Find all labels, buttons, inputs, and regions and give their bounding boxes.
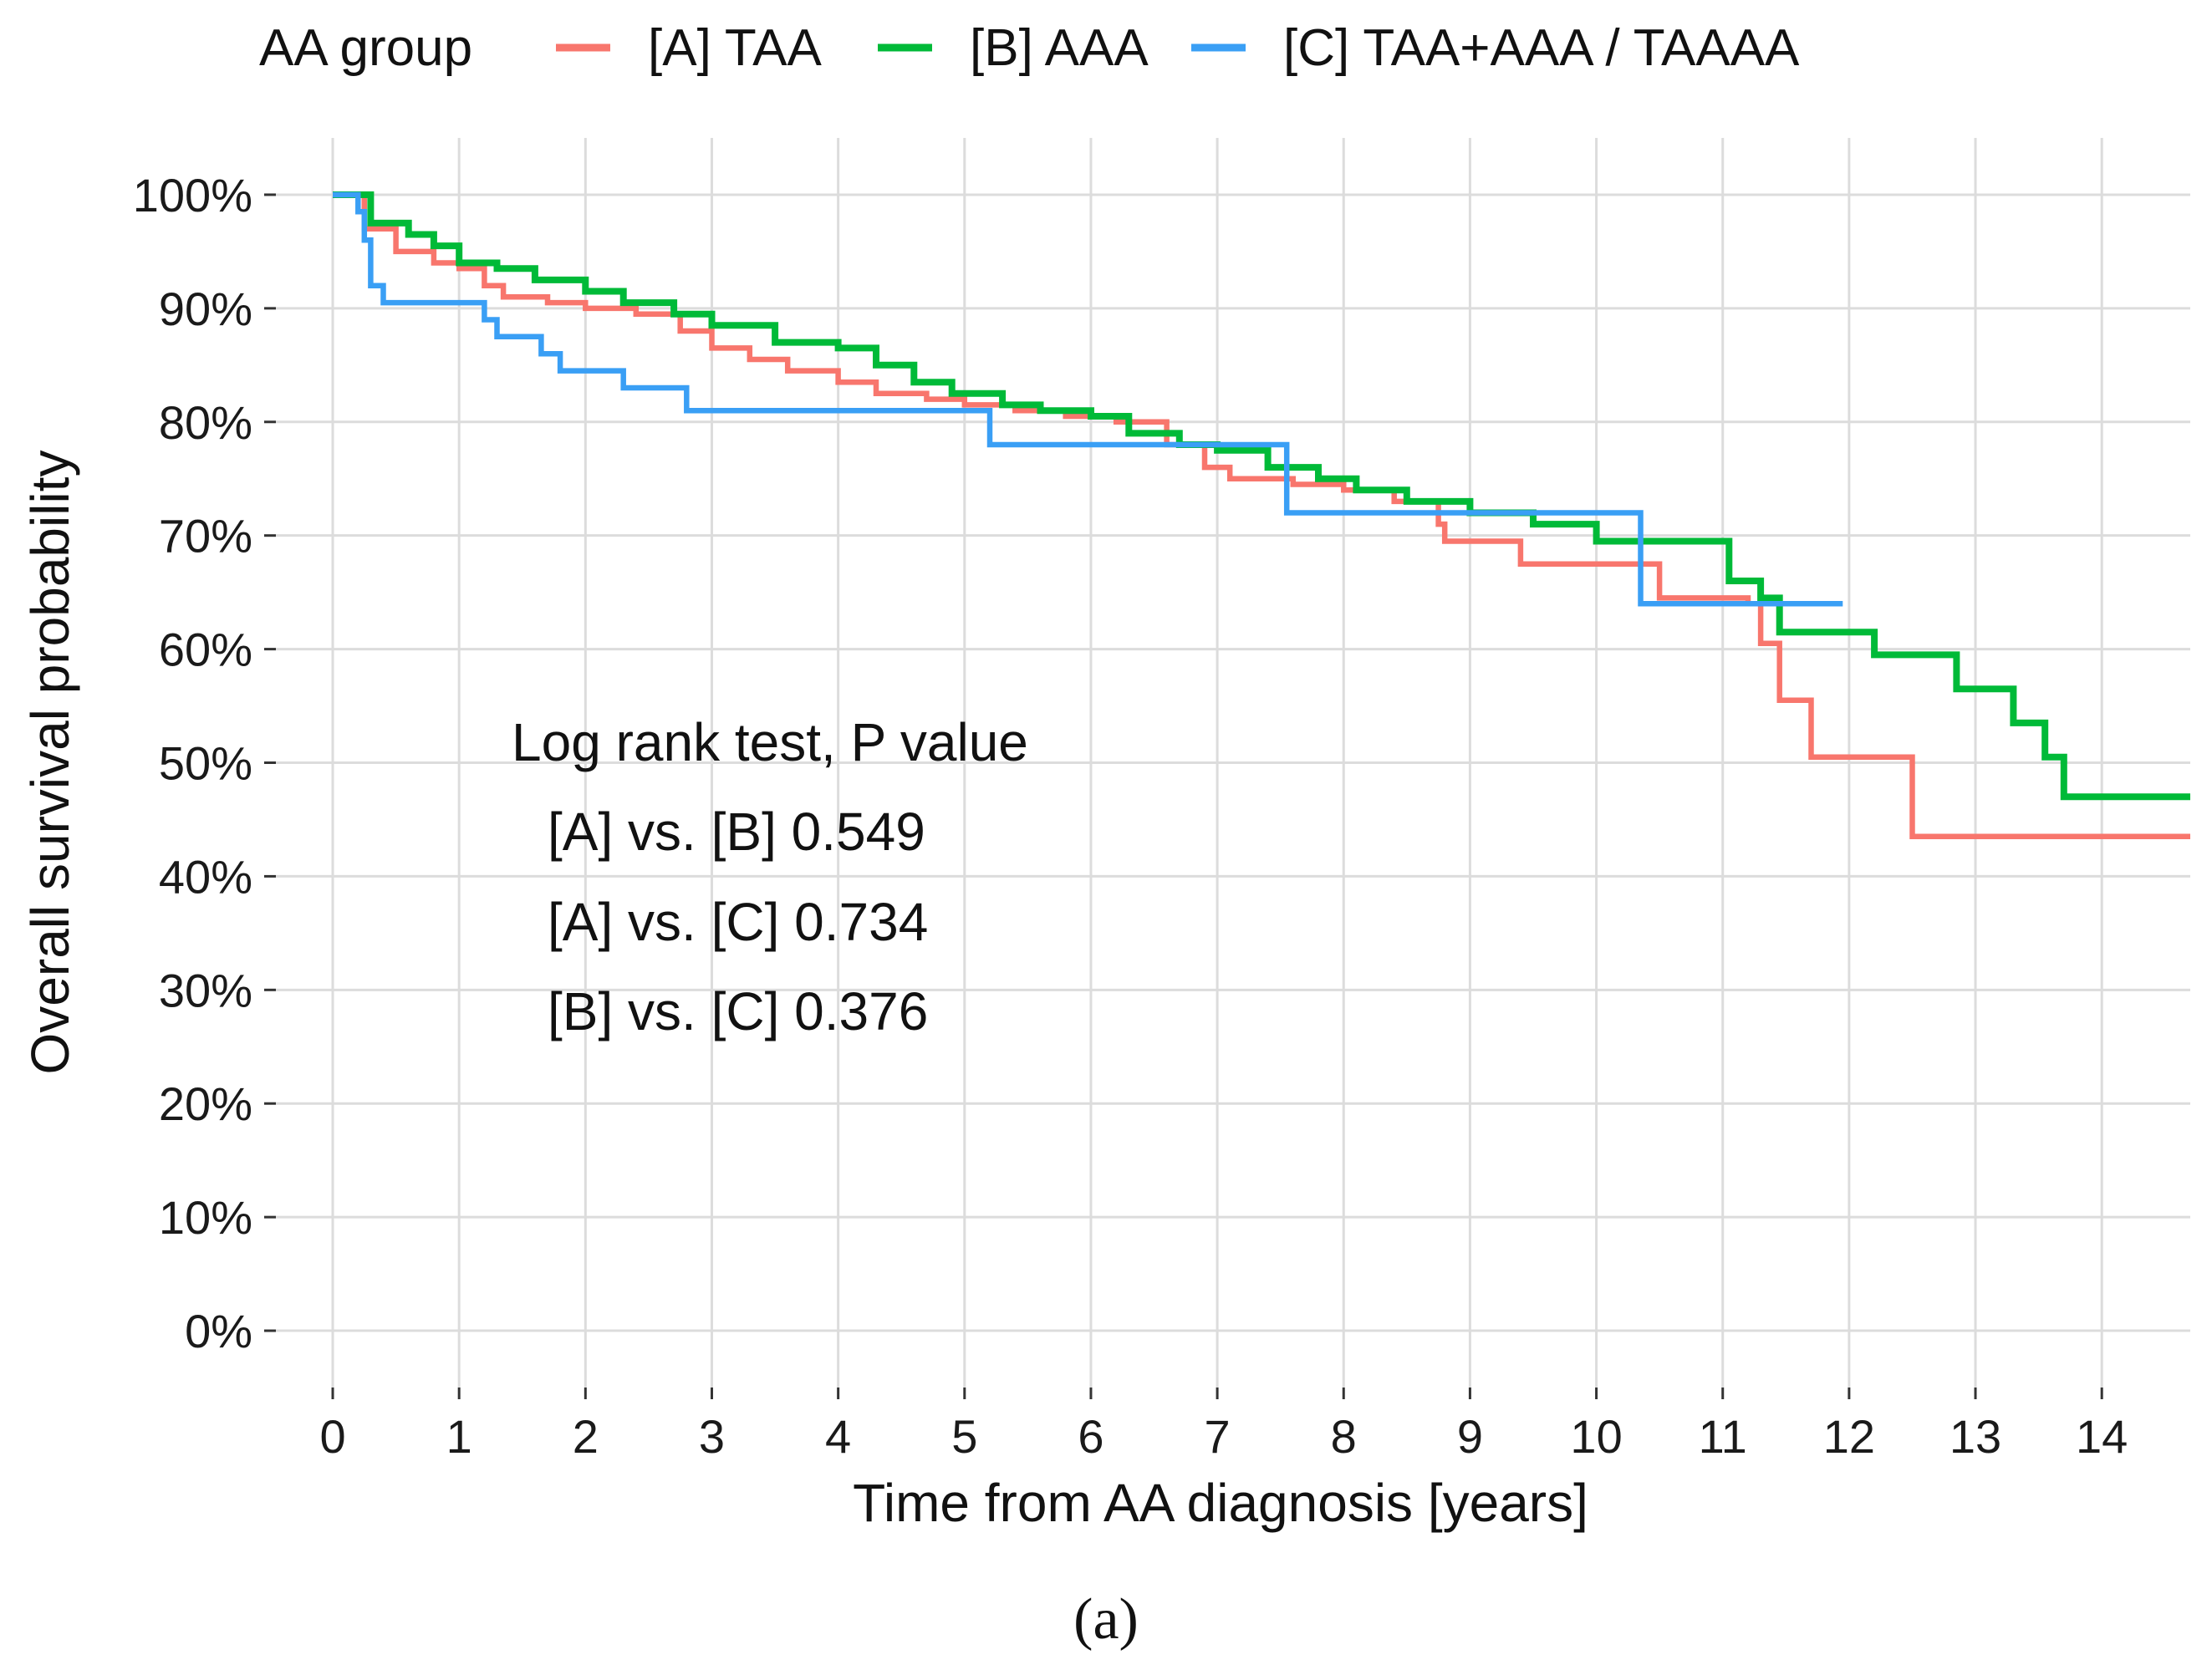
y-tick-label: 60% — [159, 624, 252, 676]
y-tick-label: 70% — [159, 510, 252, 563]
x-tick-label: 9 — [1457, 1410, 1483, 1463]
axis-ticks: 0%10%20%30%40%50%60%70%80%90%100%0 1 2 3 4 5 6… — [133, 169, 2128, 1463]
annotation-b-vs-c: [B] vs. [C] 0.376 — [548, 981, 928, 1041]
x-tick-label: 1 — [446, 1410, 472, 1463]
legend-title: AA group — [259, 19, 472, 77]
y-tick-label: 20% — [159, 1077, 252, 1130]
x-tick-label: 6 — [1078, 1410, 1103, 1463]
x-tick-label: 2 — [573, 1410, 599, 1463]
log-rank-annotation: Log rank test, P value [A] vs. [B] 0.549… — [512, 712, 1028, 1041]
x-tick-label: 8 — [1331, 1410, 1357, 1463]
x-tick-label: 11 — [1699, 1410, 1747, 1463]
survival-curves — [333, 191, 2190, 840]
legend-label-taa: [A] TAA — [648, 19, 823, 77]
y-tick-label: 30% — [159, 964, 252, 1016]
y-axis-title: Overall survival probability — [20, 451, 80, 1075]
y-tick-label: 50% — [159, 737, 252, 790]
y-tick-label: 90% — [159, 283, 252, 335]
y-tick-label: 40% — [159, 850, 252, 903]
y-tick-label: 10% — [159, 1191, 252, 1244]
annotation-a-vs-c: [A] vs. [C] 0.734 — [548, 892, 928, 952]
y-tick-label: 80% — [159, 396, 252, 449]
x-axis-title: Time from AA diagnosis [years] — [853, 1473, 1588, 1533]
x-tick-label: 0 — [319, 1410, 345, 1463]
legend-label-aaa: [B] AAA — [970, 19, 1149, 77]
series-line-taaaa — [333, 191, 1843, 607]
legend: AA group [A] TAA [B] AAA [C] TAA+AAA / T… — [259, 19, 1800, 77]
x-tick-label: 7 — [1205, 1410, 1231, 1463]
x-tick-label: 10 — [1570, 1410, 1622, 1463]
figure-caption: (a) — [1073, 1587, 1139, 1652]
grid — [276, 138, 2190, 1388]
x-tick-label: 13 — [1950, 1410, 2001, 1463]
series-line-aaa — [333, 191, 2190, 801]
annotation-heading: Log rank test, P value — [512, 712, 1028, 772]
annotation-a-vs-b: [A] vs. [B] 0.549 — [548, 802, 925, 862]
x-tick-label: 12 — [1823, 1410, 1875, 1463]
legend-label-taaaa: [C] TAA+AAA / TAAAA — [1283, 19, 1800, 77]
y-tick-label: 100% — [133, 169, 252, 222]
x-tick-label: 14 — [2076, 1410, 2128, 1463]
x-tick-label: 5 — [951, 1410, 977, 1463]
y-tick-label: 0% — [185, 1305, 252, 1357]
x-tick-label: 4 — [825, 1410, 851, 1463]
x-tick-label: 3 — [699, 1410, 725, 1463]
